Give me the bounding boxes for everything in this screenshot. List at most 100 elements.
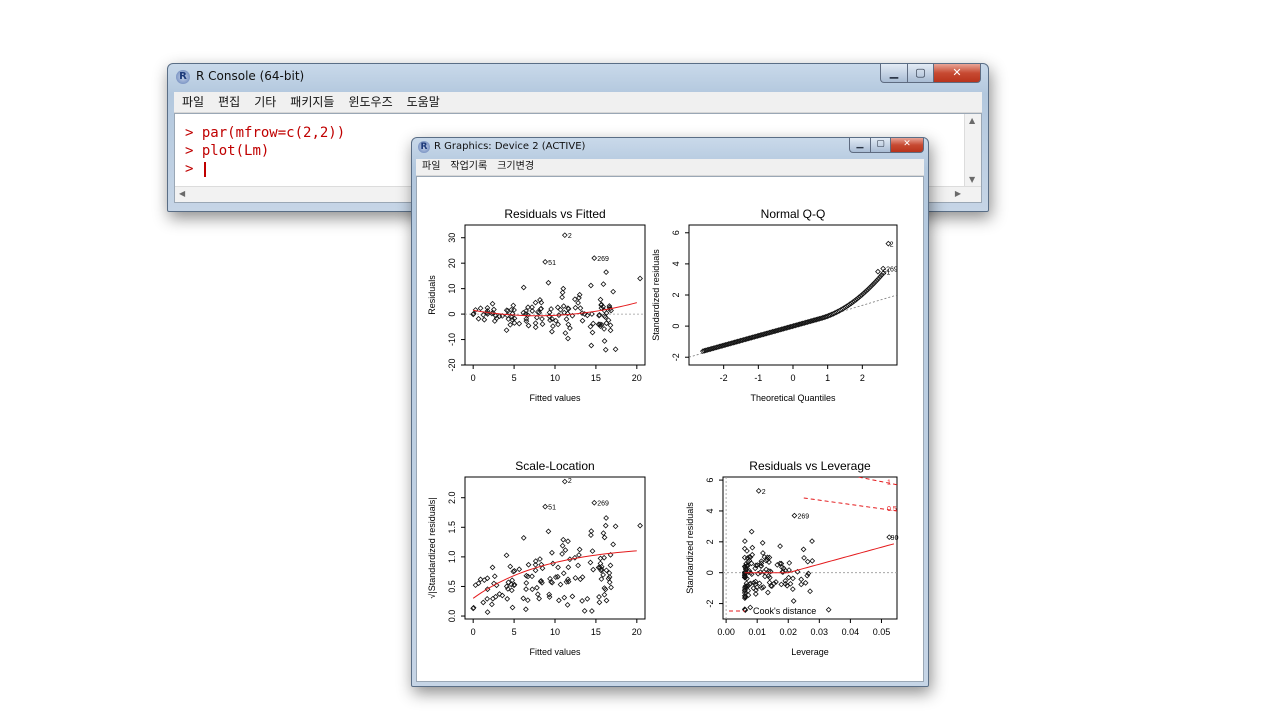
data-point xyxy=(610,541,617,548)
data-point xyxy=(591,255,598,261)
plot-frame xyxy=(688,224,898,366)
data-point xyxy=(525,561,532,568)
data-point xyxy=(507,563,514,570)
menu-help[interactable]: 도움말 xyxy=(406,95,440,109)
menu-file[interactable]: 파일 xyxy=(182,95,205,109)
point-label: 269 xyxy=(886,267,898,274)
contour-label: 1 xyxy=(887,480,891,487)
data-point xyxy=(777,543,783,549)
data-point xyxy=(542,259,549,265)
data-point xyxy=(507,321,514,328)
x-axis-label: Fitted values xyxy=(529,393,581,403)
menu-windows[interactable]: 윈도우즈 xyxy=(348,95,393,109)
data-point xyxy=(470,310,477,317)
maximize-icon[interactable]: ▢ xyxy=(870,138,891,153)
data-point xyxy=(782,567,789,574)
data-point xyxy=(508,581,515,588)
data-point xyxy=(504,596,511,602)
data-point xyxy=(549,579,556,586)
close-icon[interactable]: ✕ xyxy=(890,138,924,153)
data-point xyxy=(752,578,759,585)
y-tick-label: 6 xyxy=(705,478,715,483)
data-point xyxy=(536,595,542,602)
data-point xyxy=(596,599,603,606)
data-point xyxy=(760,331,767,338)
data-point xyxy=(588,532,594,539)
scroll-up-icon[interactable]: ▲ xyxy=(969,116,976,125)
data-point xyxy=(740,336,747,343)
command-text: plot(Lm) xyxy=(201,143,270,159)
x-tick-label: 10 xyxy=(550,627,560,637)
close-icon[interactable]: ✕ xyxy=(933,64,981,83)
plot-panel: Residuals vs Leverage Leverage Standardize… xyxy=(685,459,899,657)
maximize-icon[interactable]: ▢ xyxy=(907,64,934,83)
data-point xyxy=(576,552,582,558)
menu-file[interactable]: 파일 xyxy=(422,161,441,172)
data-point xyxy=(562,547,569,553)
data-point xyxy=(511,307,517,313)
cooks-contour-0.5 xyxy=(803,497,897,512)
data-point xyxy=(760,550,766,556)
x-axis-label: Theoretical Quantiles xyxy=(750,393,836,403)
point-label: 2 xyxy=(568,478,572,485)
data-point xyxy=(550,560,556,567)
data-point xyxy=(484,609,491,615)
data-point xyxy=(532,324,539,331)
scroll-left-icon[interactable]: ◀ xyxy=(179,189,186,198)
data-point xyxy=(783,325,790,331)
data-point xyxy=(752,565,759,572)
data-point xyxy=(746,581,753,587)
data-point xyxy=(778,581,785,588)
data-point xyxy=(765,589,771,596)
scroll-right-icon[interactable]: ▶ xyxy=(954,189,961,198)
minimize-icon[interactable]: ▁ xyxy=(849,138,871,153)
data-point xyxy=(484,304,491,311)
data-point xyxy=(818,315,824,322)
minimize-icon[interactable]: ▁ xyxy=(880,64,908,83)
data-point xyxy=(815,316,821,323)
console-titlebar[interactable]: R R Console (64-bit) ▁ ▢ ✕ xyxy=(168,64,988,90)
data-point xyxy=(591,499,598,506)
data-point xyxy=(763,330,770,337)
data-point xyxy=(746,335,753,341)
data-point xyxy=(597,323,604,330)
data-point xyxy=(532,320,539,327)
data-point xyxy=(589,608,595,614)
data-point xyxy=(602,314,609,321)
plot-title: Normal Q-Q xyxy=(761,207,826,221)
data-point xyxy=(880,265,886,272)
graphics-titlebar[interactable]: R R Graphics: Device 2 (ACTIVE) ▁ ▢ ✕ xyxy=(412,138,928,158)
data-point xyxy=(745,569,752,575)
data-point xyxy=(491,306,497,313)
y-axis-label: Standardized residuals xyxy=(651,249,661,341)
data-point xyxy=(807,318,814,325)
data-point xyxy=(798,320,805,327)
menu-misc[interactable]: 기타 xyxy=(254,95,277,109)
x-tick-label: 15 xyxy=(591,627,601,637)
data-point xyxy=(612,523,619,530)
data-point xyxy=(537,306,544,312)
scroll-down-icon[interactable]: ▼ xyxy=(969,175,976,184)
menu-history[interactable]: 작업기록 xyxy=(450,161,488,172)
y-axis-label: Standardized residuals xyxy=(685,502,695,594)
data-point xyxy=(813,316,820,323)
console-vertical-scrollbar[interactable]: ▲ ▼ xyxy=(964,114,981,186)
y-tick-label: 2.0 xyxy=(447,491,457,504)
menu-packages[interactable]: 패키지들 xyxy=(290,95,335,109)
menu-resize[interactable]: 크기변경 xyxy=(497,161,535,172)
data-point xyxy=(575,562,581,569)
data-point xyxy=(524,312,531,319)
data-point xyxy=(875,268,881,275)
r-graphics-window: R R Graphics: Device 2 (ACTIVE) ▁ ▢ ✕ 파일… xyxy=(411,137,929,687)
data-point xyxy=(742,336,749,343)
data-point xyxy=(539,579,545,586)
data-point xyxy=(534,591,541,598)
data-point xyxy=(721,342,727,349)
console-line: > par(mfrow=c(2,2)) xyxy=(185,124,345,142)
data-point xyxy=(752,591,759,597)
data-point xyxy=(704,347,711,353)
x-tick-label: 0.00 xyxy=(717,627,735,637)
menu-edit[interactable]: 편집 xyxy=(218,95,241,109)
x-tick-label: 10 xyxy=(550,373,560,383)
data-point xyxy=(728,340,735,347)
